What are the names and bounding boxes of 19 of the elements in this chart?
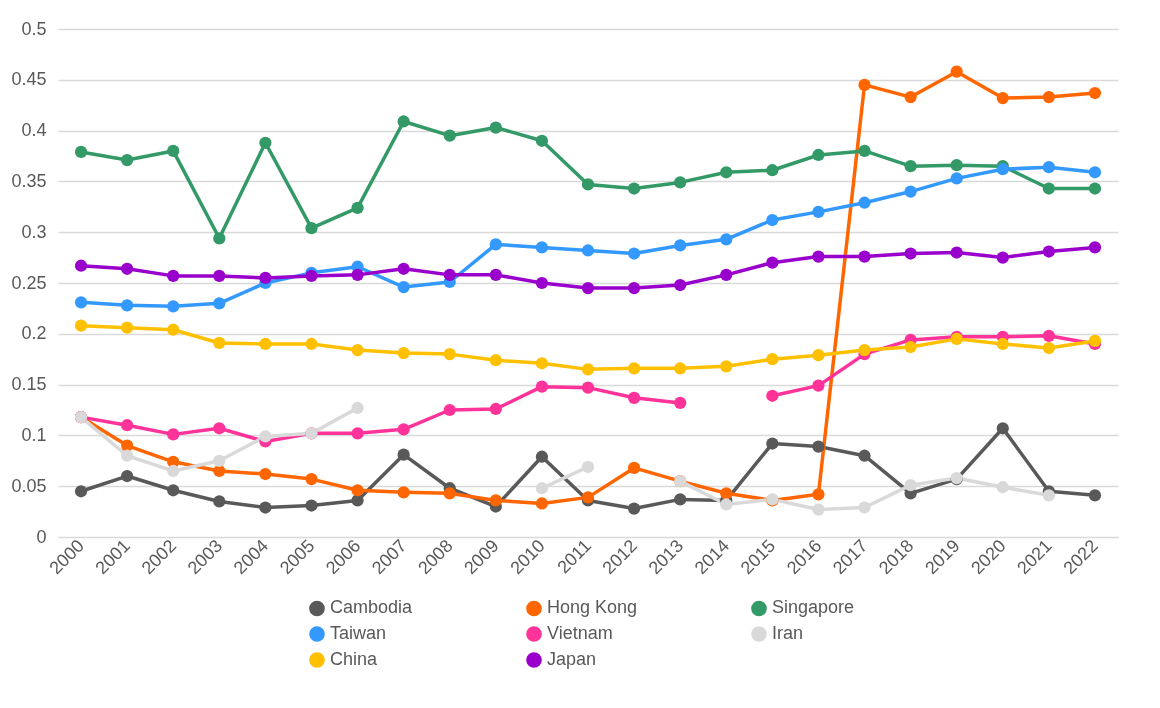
legend-label: Singapore bbox=[772, 597, 855, 618]
y-tick-label: 0.25 bbox=[11, 272, 47, 293]
legend-label: China bbox=[330, 649, 379, 669]
y-tick-label: 0.1 bbox=[21, 424, 47, 445]
legend-label: Cambodia bbox=[330, 597, 414, 618]
y-tick-label: 0.05 bbox=[11, 475, 47, 496]
y-tick-label: 0 bbox=[36, 526, 47, 547]
y-tick-label: 0.45 bbox=[11, 69, 47, 90]
legend-label: Japan bbox=[547, 649, 597, 669]
y-tick-label: 0.35 bbox=[11, 170, 47, 191]
y-tick-label: 0.3 bbox=[21, 221, 47, 242]
y-tick-label: 0.15 bbox=[11, 374, 47, 395]
legend-label: Vietnam bbox=[547, 623, 613, 643]
legend-label: Hong Kong bbox=[547, 597, 638, 618]
legend-label: Iran bbox=[772, 623, 804, 643]
y-tick-label: 0.4 bbox=[21, 120, 47, 141]
y-tick-label: 0.5 bbox=[21, 18, 47, 39]
legend-label: Taiwan bbox=[330, 623, 387, 643]
y-tick-label: 0.2 bbox=[21, 323, 47, 344]
